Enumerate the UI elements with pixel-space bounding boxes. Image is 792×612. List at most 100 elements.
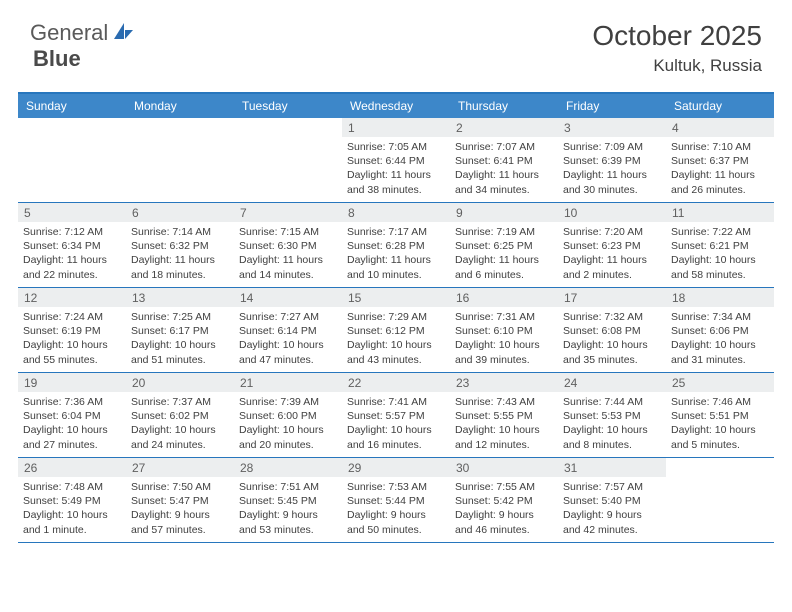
day-number: 16	[450, 288, 558, 307]
cell-line: Daylight: 11 hours	[239, 253, 337, 267]
day-number: 20	[126, 373, 234, 392]
calendar-cell: 24Sunrise: 7:44 AMSunset: 5:53 PMDayligh…	[558, 373, 666, 457]
cell-line: Sunrise: 7:19 AM	[455, 225, 553, 239]
calendar-cell: 2Sunrise: 7:07 AMSunset: 6:41 PMDaylight…	[450, 118, 558, 202]
day-number: 24	[558, 373, 666, 392]
calendar-cell: 14Sunrise: 7:27 AMSunset: 6:14 PMDayligh…	[234, 288, 342, 372]
logo-sail-icon	[112, 21, 134, 46]
cell-line: Sunrise: 7:05 AM	[347, 140, 445, 154]
cell-line: Sunrise: 7:32 AM	[563, 310, 661, 324]
calendar-cell: 17Sunrise: 7:32 AMSunset: 6:08 PMDayligh…	[558, 288, 666, 372]
cell-line: Daylight: 11 hours	[563, 253, 661, 267]
calendar-cell: 22Sunrise: 7:41 AMSunset: 5:57 PMDayligh…	[342, 373, 450, 457]
logo-text-2-wrap: Blue	[33, 46, 81, 72]
location: Kultuk, Russia	[592, 56, 762, 76]
day-number: 21	[234, 373, 342, 392]
cell-line: Sunrise: 7:07 AM	[455, 140, 553, 154]
cell-line: Daylight: 10 hours	[671, 253, 769, 267]
weekday-monday: Monday	[126, 94, 234, 118]
cell-body: Sunrise: 7:32 AMSunset: 6:08 PMDaylight:…	[558, 307, 666, 372]
header: General October 2025 Kultuk, Russia	[0, 0, 792, 80]
cell-line: Daylight: 11 hours	[455, 253, 553, 267]
cell-body: Sunrise: 7:34 AMSunset: 6:06 PMDaylight:…	[666, 307, 774, 372]
cell-line: Daylight: 10 hours	[23, 338, 121, 352]
calendar-cell: 11Sunrise: 7:22 AMSunset: 6:21 PMDayligh…	[666, 203, 774, 287]
cell-line: Sunrise: 7:24 AM	[23, 310, 121, 324]
cell-line: Daylight: 10 hours	[347, 423, 445, 437]
calendar-cell: 4Sunrise: 7:10 AMSunset: 6:37 PMDaylight…	[666, 118, 774, 202]
cell-line: Sunset: 6:44 PM	[347, 154, 445, 168]
cell-body: Sunrise: 7:24 AMSunset: 6:19 PMDaylight:…	[18, 307, 126, 372]
calendar-cell: 3Sunrise: 7:09 AMSunset: 6:39 PMDaylight…	[558, 118, 666, 202]
cell-body: Sunrise: 7:48 AMSunset: 5:49 PMDaylight:…	[18, 477, 126, 542]
cell-line: Sunset: 5:55 PM	[455, 409, 553, 423]
day-number: 4	[666, 118, 774, 137]
cell-line: Sunset: 6:10 PM	[455, 324, 553, 338]
cell-line: Sunrise: 7:12 AM	[23, 225, 121, 239]
calendar-cell: 19Sunrise: 7:36 AMSunset: 6:04 PMDayligh…	[18, 373, 126, 457]
cell-body: Sunrise: 7:15 AMSunset: 6:30 PMDaylight:…	[234, 222, 342, 287]
cell-line: Sunset: 5:45 PM	[239, 494, 337, 508]
cell-body: Sunrise: 7:36 AMSunset: 6:04 PMDaylight:…	[18, 392, 126, 457]
cell-line: Sunset: 5:47 PM	[131, 494, 229, 508]
cell-line: and 22 minutes.	[23, 268, 121, 282]
cell-line: and 1 minute.	[23, 523, 121, 537]
calendar-cell: 20Sunrise: 7:37 AMSunset: 6:02 PMDayligh…	[126, 373, 234, 457]
weekday-friday: Friday	[558, 94, 666, 118]
title-block: October 2025 Kultuk, Russia	[592, 20, 762, 76]
calendar-cell: 5Sunrise: 7:12 AMSunset: 6:34 PMDaylight…	[18, 203, 126, 287]
cell-line: Sunrise: 7:36 AM	[23, 395, 121, 409]
calendar-cell-empty	[18, 118, 126, 202]
calendar-cell: 27Sunrise: 7:50 AMSunset: 5:47 PMDayligh…	[126, 458, 234, 542]
cell-line: Sunset: 6:08 PM	[563, 324, 661, 338]
cell-line: Daylight: 11 hours	[131, 253, 229, 267]
day-number: 3	[558, 118, 666, 137]
day-number: 11	[666, 203, 774, 222]
cell-line: and 20 minutes.	[239, 438, 337, 452]
week-row: 19Sunrise: 7:36 AMSunset: 6:04 PMDayligh…	[18, 373, 774, 458]
day-number: 7	[234, 203, 342, 222]
cell-line: Daylight: 10 hours	[671, 423, 769, 437]
cell-line: Sunset: 6:23 PM	[563, 239, 661, 253]
cell-line: Sunset: 6:06 PM	[671, 324, 769, 338]
cell-line: Sunset: 6:19 PM	[23, 324, 121, 338]
cell-line: Daylight: 9 hours	[347, 508, 445, 522]
cell-line: and 18 minutes.	[131, 268, 229, 282]
cell-body	[126, 137, 234, 145]
cell-line: and 46 minutes.	[455, 523, 553, 537]
day-number: 25	[666, 373, 774, 392]
weekday-row: SundayMondayTuesdayWednesdayThursdayFrid…	[18, 94, 774, 118]
day-number: 30	[450, 458, 558, 477]
cell-line: Daylight: 11 hours	[347, 168, 445, 182]
day-number: 26	[18, 458, 126, 477]
calendar-cell: 13Sunrise: 7:25 AMSunset: 6:17 PMDayligh…	[126, 288, 234, 372]
day-number: 27	[126, 458, 234, 477]
cell-line: Sunset: 6:14 PM	[239, 324, 337, 338]
cell-line: and 57 minutes.	[131, 523, 229, 537]
cell-line: and 12 minutes.	[455, 438, 553, 452]
day-number: 12	[18, 288, 126, 307]
cell-line: Sunrise: 7:43 AM	[455, 395, 553, 409]
cell-line: Sunset: 6:21 PM	[671, 239, 769, 253]
cell-line: Sunset: 6:02 PM	[131, 409, 229, 423]
calendar-cell: 31Sunrise: 7:57 AMSunset: 5:40 PMDayligh…	[558, 458, 666, 542]
cell-line: Sunset: 6:37 PM	[671, 154, 769, 168]
calendar: SundayMondayTuesdayWednesdayThursdayFrid…	[18, 92, 774, 543]
day-number: 29	[342, 458, 450, 477]
cell-line: Sunset: 5:44 PM	[347, 494, 445, 508]
cell-body: Sunrise: 7:27 AMSunset: 6:14 PMDaylight:…	[234, 307, 342, 372]
calendar-cell: 7Sunrise: 7:15 AMSunset: 6:30 PMDaylight…	[234, 203, 342, 287]
day-number	[234, 118, 342, 137]
cell-line: and 5 minutes.	[671, 438, 769, 452]
calendar-cell: 1Sunrise: 7:05 AMSunset: 6:44 PMDaylight…	[342, 118, 450, 202]
cell-line: Sunset: 6:17 PM	[131, 324, 229, 338]
cell-line: and 58 minutes.	[671, 268, 769, 282]
cell-line: Sunrise: 7:55 AM	[455, 480, 553, 494]
cell-body: Sunrise: 7:57 AMSunset: 5:40 PMDaylight:…	[558, 477, 666, 542]
weeks-container: 1Sunrise: 7:05 AMSunset: 6:44 PMDaylight…	[18, 118, 774, 543]
cell-line: Daylight: 11 hours	[563, 168, 661, 182]
cell-line: Sunrise: 7:50 AM	[131, 480, 229, 494]
calendar-cell: 9Sunrise: 7:19 AMSunset: 6:25 PMDaylight…	[450, 203, 558, 287]
cell-line: and 27 minutes.	[23, 438, 121, 452]
cell-line: and 24 minutes.	[131, 438, 229, 452]
